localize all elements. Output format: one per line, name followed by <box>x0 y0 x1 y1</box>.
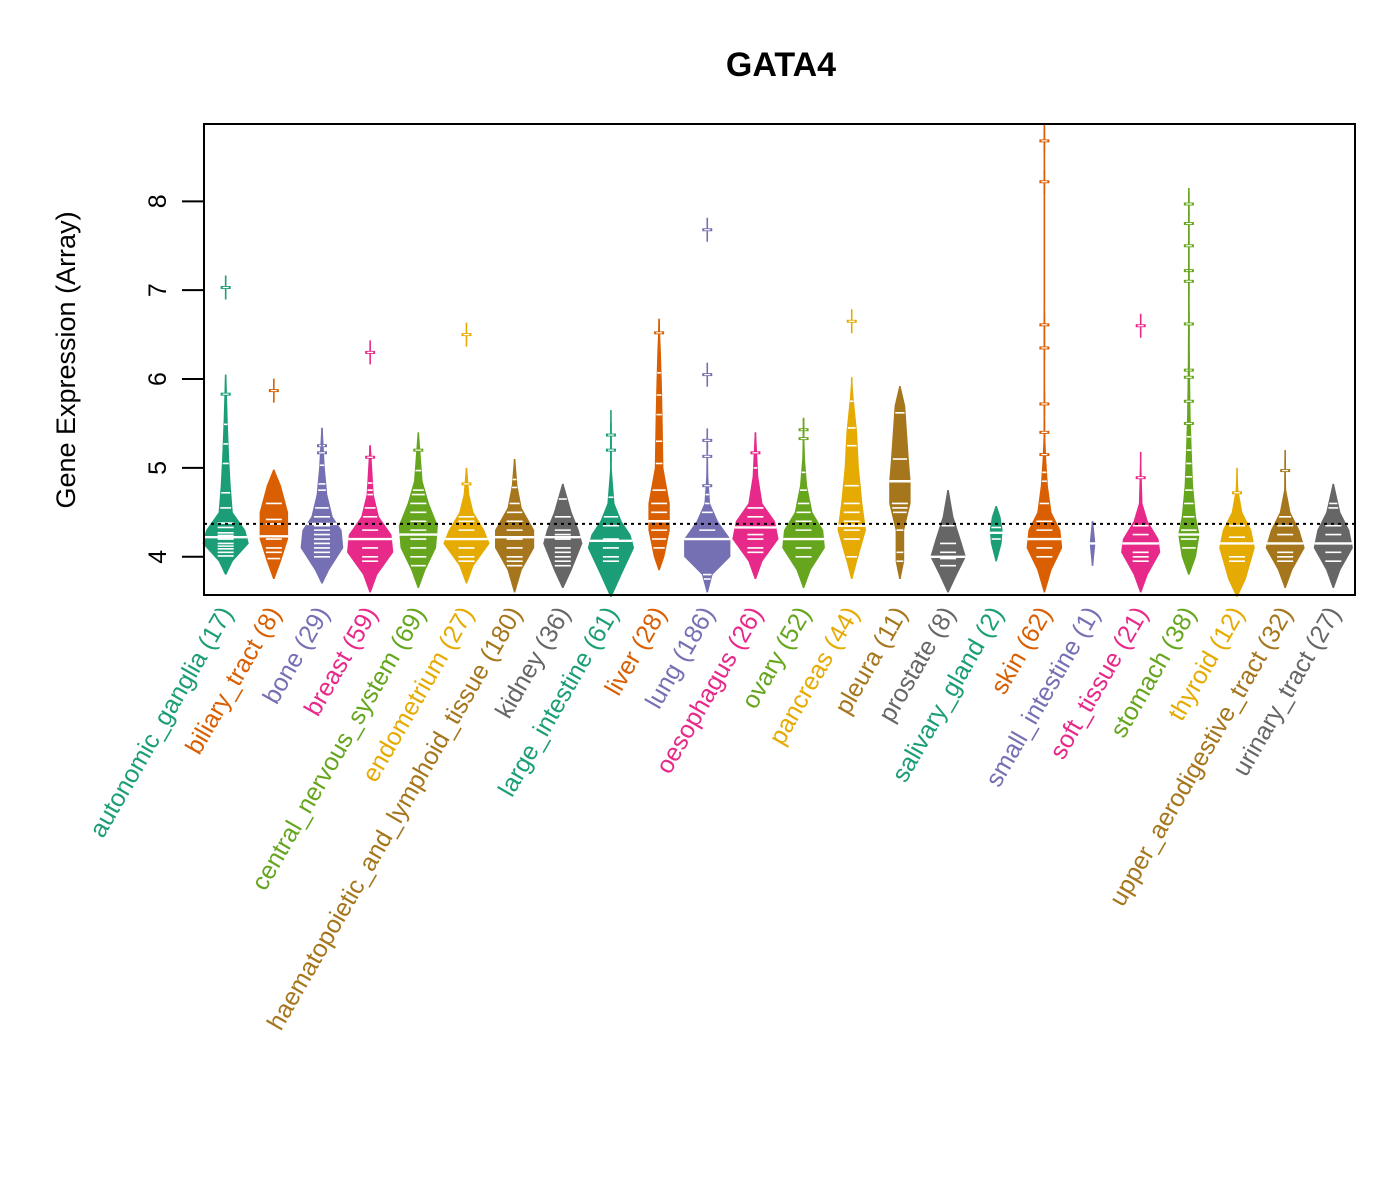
bean-breast <box>347 340 394 593</box>
bean-central-nervous-system <box>398 432 438 588</box>
bean-urinary-tract <box>1313 483 1353 588</box>
plot-frame <box>203 123 1356 596</box>
y-tick-label: 4 <box>144 550 172 564</box>
bean-small-intestine <box>1084 521 1101 566</box>
bean-biliary-tract <box>259 378 289 580</box>
bean-lung <box>684 217 731 593</box>
bean-autonomic-ganglia <box>202 275 249 575</box>
x-axis-labels: autonomic_ganglia (17)biliary_tract (8)b… <box>84 602 1347 1035</box>
bean-salivary-gland <box>988 506 1005 562</box>
y-axis-label: Gene Expression (Array) <box>51 211 81 508</box>
bean-upper-aerodigestive-tract <box>1265 450 1305 588</box>
bean-haematopoietic-and-lymphoid-tissue <box>495 459 535 593</box>
bean-ovary <box>782 417 825 588</box>
beans <box>202 124 1353 597</box>
bean-liver <box>648 318 670 571</box>
bean-skin <box>1026 124 1063 593</box>
y-tick-label: 8 <box>144 194 172 208</box>
bean-endometrium <box>443 322 490 584</box>
bean-prostate <box>930 490 966 593</box>
bean-thyroid <box>1219 467 1255 597</box>
chart-title: GATA4 <box>726 46 836 84</box>
bean-pancreas <box>837 309 866 580</box>
y-tick-label: 6 <box>144 372 172 386</box>
y-axis: 4 5 6 7 8 <box>144 194 204 564</box>
y-tick-label: 5 <box>144 461 172 475</box>
bean-stomach <box>1178 187 1200 575</box>
y-tick-label: 7 <box>144 283 172 297</box>
bean-oesophagus <box>732 432 779 580</box>
bean-bone <box>300 427 344 584</box>
bean-soft-tissue <box>1121 313 1161 593</box>
bean-kidney <box>543 483 583 588</box>
bean-large-intestine <box>587 410 635 597</box>
bean-pleura <box>889 386 911 580</box>
